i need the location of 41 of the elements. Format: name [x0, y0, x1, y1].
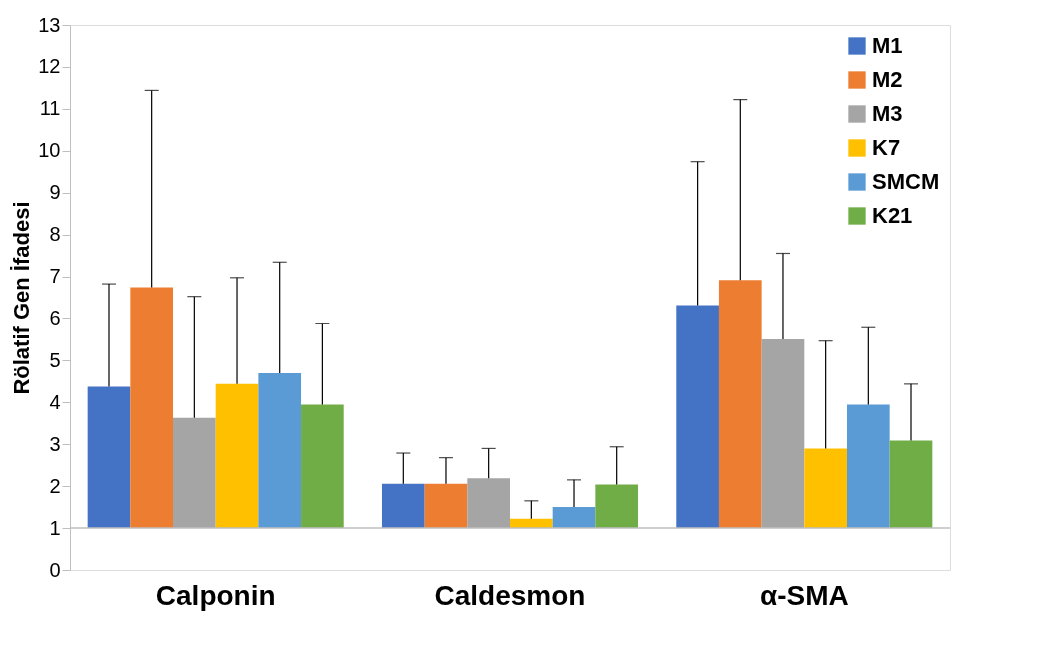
y-tick-label: 3 — [49, 432, 61, 455]
legend-label: M1 — [872, 33, 903, 58]
x-tick-label: Calponin — [155, 579, 276, 611]
y-axis-title: Rölatif Gen İfadesi — [9, 201, 35, 395]
bar — [552, 507, 596, 529]
y-tick-label: 1 — [49, 516, 61, 539]
bar — [258, 372, 302, 529]
bar — [301, 404, 344, 529]
bar — [130, 287, 174, 529]
bar — [215, 383, 259, 529]
legend-label: K21 — [872, 203, 913, 228]
bar — [804, 448, 847, 529]
x-tick-label: Caldesmon — [434, 579, 586, 611]
legend-label: M2 — [872, 67, 903, 92]
y-tick-label: 5 — [49, 348, 61, 371]
y-tick-label: 8 — [49, 223, 61, 246]
bar — [718, 280, 762, 529]
y-tick-label: 4 — [49, 390, 61, 413]
bar — [846, 404, 890, 529]
bar — [467, 478, 510, 529]
y-tick-label: 2 — [49, 474, 61, 497]
y-tick-label: 6 — [49, 306, 61, 329]
bar — [889, 440, 933, 529]
legend-label: K7 — [872, 135, 901, 160]
y-tick-label: 11 — [39, 97, 61, 120]
bar — [424, 483, 468, 529]
y-tick-label: 9 — [49, 181, 61, 204]
bar — [87, 386, 131, 529]
y-tick-label: 0 — [49, 558, 61, 581]
y-tick-label: 13 — [38, 13, 61, 36]
bar — [595, 484, 639, 529]
bar — [381, 483, 425, 529]
y-tick-label: 12 — [38, 55, 61, 78]
y-tick-label: 10 — [38, 139, 61, 162]
bar — [173, 417, 216, 529]
legend-label: M3 — [872, 101, 903, 126]
bar — [676, 305, 719, 529]
legend-label: SMCM — [872, 169, 940, 194]
bar — [761, 339, 805, 529]
y-tick-label: 7 — [49, 265, 61, 288]
x-tick-label: α-SMA — [759, 579, 849, 611]
